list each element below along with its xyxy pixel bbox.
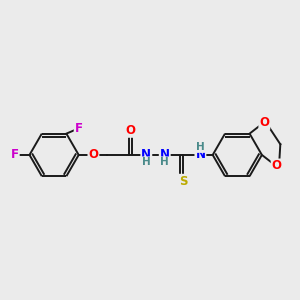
Text: F: F [11,148,19,161]
Text: H: H [196,142,205,152]
Text: O: O [125,124,135,137]
Text: H: H [142,157,151,167]
Text: N: N [141,148,151,161]
Text: O: O [88,148,98,161]
Text: N: N [160,148,170,161]
Text: O: O [259,116,269,129]
Text: N: N [195,148,206,161]
Text: O: O [272,160,282,172]
Text: S: S [179,175,188,188]
Text: F: F [75,122,83,135]
Text: H: H [160,157,169,167]
